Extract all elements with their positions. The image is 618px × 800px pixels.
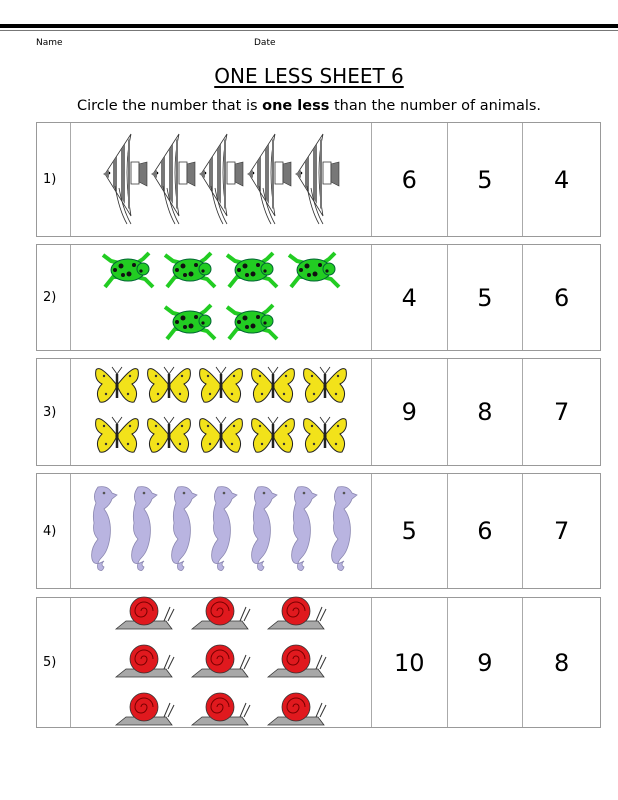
answer-choice[interactable]: 9 [448,598,524,727]
animal-picture-cell [71,123,372,236]
answer-choice[interactable]: 7 [554,398,570,426]
answer-choice[interactable]: 5 [372,474,448,588]
answer-choice[interactable]: 4 [554,165,570,194]
fish-picture [149,130,197,230]
instructions: Circle the number that is one less than … [0,98,618,114]
frog-picture [223,247,281,297]
seahorse-picture [244,483,278,579]
answer-choice[interactable]: 6 [554,283,570,312]
fish-picture [245,130,293,230]
snail-picture [190,595,252,635]
question-row: 4) 5 6 7 [36,473,601,589]
answer-choice[interactable]: 10 [372,598,448,727]
instruction-text-end: than the number of animals. [329,98,542,114]
snail-picture [114,691,176,731]
answer-choice[interactable]: 9 [372,359,448,465]
frog-picture [99,247,157,297]
snail-picture [114,643,176,683]
frog-picture [285,247,343,297]
answer-choice[interactable]: 8 [554,648,570,677]
frog-picture [161,247,219,297]
animal-picture-cell [71,245,372,350]
butterfly-picture [302,414,348,460]
butterfly-picture [302,364,348,410]
page-title: ONE LESS SHEET 6 [214,64,404,88]
seahorse-picture [164,483,198,579]
question-row: 3) 9 8 7 [36,358,601,466]
butterfly-picture [94,414,140,460]
question-row: 1) 6 5 4 [36,122,601,237]
butterfly-picture [198,414,244,460]
snail-picture [190,691,252,731]
butterfly-picture [198,364,244,410]
question-number: 5) [37,598,71,727]
question-row: 2) 4 5 6 [36,244,601,351]
snail-picture [266,691,328,731]
butterfly-picture [146,364,192,410]
header-rule [0,24,618,28]
answer-choice[interactable]: 7 [554,517,570,545]
answer-choice[interactable]: 5 [448,123,524,236]
fish-picture [293,130,341,230]
question-number: 4) [37,474,71,588]
question-number: 1) [37,123,71,236]
question-row: 5) 10 9 8 [36,595,601,728]
animal-picture-cell [71,474,372,588]
answer-choice[interactable]: 4 [372,245,448,350]
seahorse-picture [124,483,158,579]
answer-choice[interactable]: 8 [448,359,524,465]
seahorse-picture [84,483,118,579]
butterfly-picture [94,364,140,410]
answer-choice[interactable]: 5 [448,245,524,350]
butterfly-picture [146,414,192,460]
frog-picture [161,299,219,349]
fish-picture [101,130,149,230]
seahorse-picture [204,483,238,579]
question-number: 3) [37,359,71,465]
instruction-text: Circle the number that is [76,98,263,114]
fish-picture [197,130,245,230]
question-number: 2) [37,245,71,350]
seahorse-picture [284,483,318,579]
butterfly-picture [250,364,296,410]
snail-picture [266,643,328,683]
seahorse-picture [324,483,358,579]
snail-picture [266,595,328,635]
header-rule-thin [0,30,618,31]
answer-choice[interactable]: 6 [448,474,524,588]
snail-picture [190,643,252,683]
date-label: Date [254,38,276,48]
instruction-bold: one less [262,98,330,114]
animal-picture-cell [71,359,372,465]
butterfly-picture [250,414,296,460]
snail-picture [114,595,176,635]
frog-picture [223,299,281,349]
name-label: Name [36,38,63,48]
answer-choice[interactable]: 6 [372,123,448,236]
animal-picture-cell [71,595,372,727]
